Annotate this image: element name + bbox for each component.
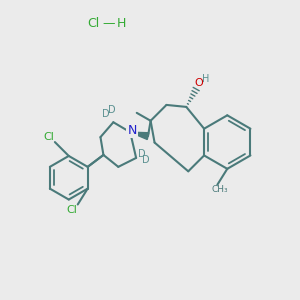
Text: —: — — [102, 17, 115, 30]
Text: D: D — [102, 109, 109, 119]
Text: D: D — [107, 105, 115, 116]
Text: Cl: Cl — [87, 17, 100, 30]
Text: Cl: Cl — [66, 206, 77, 215]
Text: D: D — [138, 149, 146, 159]
Text: H: H — [202, 74, 210, 84]
Polygon shape — [130, 132, 149, 140]
Text: D: D — [142, 155, 150, 165]
Text: Cl: Cl — [44, 132, 54, 142]
Text: CH₃: CH₃ — [211, 185, 228, 194]
Text: O: O — [195, 78, 203, 88]
Text: N: N — [128, 124, 137, 137]
Text: H: H — [117, 17, 126, 30]
